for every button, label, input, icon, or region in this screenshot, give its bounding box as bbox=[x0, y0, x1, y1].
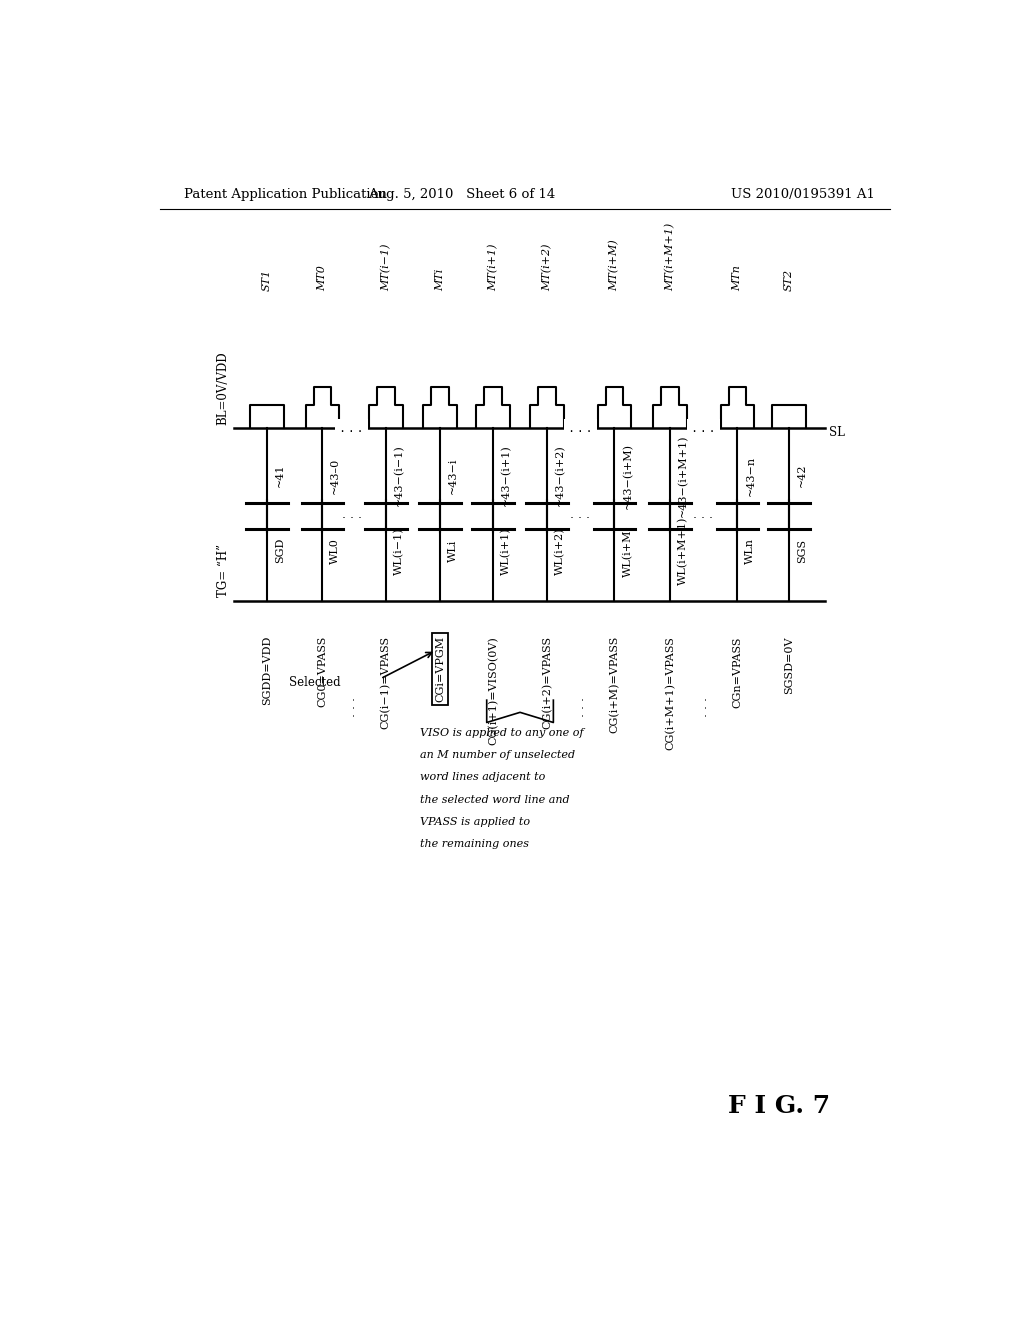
Text: F I G. 7: F I G. 7 bbox=[728, 1094, 829, 1118]
Text: ~43−(i+2): ~43−(i+2) bbox=[555, 445, 565, 507]
Text: WL(i−1): WL(i−1) bbox=[394, 527, 404, 574]
Text: MT(i+2): MT(i+2) bbox=[542, 243, 552, 290]
Text: the remaining ones: the remaining ones bbox=[420, 840, 529, 849]
Text: SGSD=0V: SGSD=0V bbox=[784, 636, 794, 693]
Text: MTi: MTi bbox=[435, 268, 444, 290]
Text: . . .: . . . bbox=[337, 421, 368, 434]
Text: MT(i+1): MT(i+1) bbox=[487, 243, 499, 290]
Text: CG(i+2)=VPASS: CG(i+2)=VPASS bbox=[542, 636, 552, 729]
Text: . . .: . . . bbox=[565, 421, 596, 434]
Text: the selected word line and: the selected word line and bbox=[420, 795, 569, 805]
Text: CG(i+1)=VISO(0V): CG(i+1)=VISO(0V) bbox=[487, 636, 499, 744]
Text: MT(i+M): MT(i+M) bbox=[609, 239, 620, 290]
Text: ST2: ST2 bbox=[784, 268, 794, 290]
Text: Selected: Selected bbox=[289, 676, 341, 689]
Text: SGS: SGS bbox=[797, 539, 807, 562]
Text: MTn: MTn bbox=[732, 264, 742, 290]
Text: ~42: ~42 bbox=[797, 463, 807, 487]
Text: . . .: . . . bbox=[342, 508, 361, 520]
Text: ~43–0: ~43–0 bbox=[331, 458, 340, 494]
Text: CG0=VPASS: CG0=VPASS bbox=[317, 636, 328, 708]
Text: ~43−i: ~43−i bbox=[447, 457, 458, 494]
Text: MT0: MT0 bbox=[317, 264, 328, 290]
Text: WL(i+M): WL(i+M) bbox=[623, 525, 633, 577]
Text: ~43−(i+M+1): ~43−(i+M+1) bbox=[678, 434, 688, 516]
Text: Patent Application Publication: Patent Application Publication bbox=[183, 189, 386, 202]
Text: WL(i+1): WL(i+1) bbox=[501, 527, 511, 574]
Text: US 2010/0195391 A1: US 2010/0195391 A1 bbox=[731, 189, 876, 202]
Text: SGDD=VDD: SGDD=VDD bbox=[262, 636, 272, 705]
Text: TG= “H”: TG= “H” bbox=[217, 544, 229, 598]
Text: . . .: . . . bbox=[573, 697, 587, 717]
Text: CGn=VPASS: CGn=VPASS bbox=[732, 636, 742, 708]
Text: . . .: . . . bbox=[570, 508, 591, 520]
Text: ~43−(i+M): ~43−(i+M) bbox=[623, 442, 633, 508]
Text: WL(i+M+1): WL(i+M+1) bbox=[678, 516, 688, 585]
Text: VPASS is applied to: VPASS is applied to bbox=[420, 817, 530, 828]
Text: MT(i+M+1): MT(i+M+1) bbox=[665, 222, 675, 290]
Text: MT(i−1): MT(i−1) bbox=[381, 243, 391, 290]
Text: ~43−(i+1): ~43−(i+1) bbox=[501, 445, 511, 507]
Text: WL0: WL0 bbox=[331, 537, 340, 564]
Text: WLn: WLn bbox=[745, 537, 756, 564]
Text: ST1: ST1 bbox=[262, 268, 272, 290]
Text: an M number of unselected: an M number of unselected bbox=[420, 750, 575, 760]
Text: WLi: WLi bbox=[447, 540, 458, 562]
Text: word lines adjacent to: word lines adjacent to bbox=[420, 772, 546, 783]
Text: . . .: . . . bbox=[697, 697, 710, 717]
Text: CGi=VPGM: CGi=VPGM bbox=[435, 636, 444, 702]
Text: ~41: ~41 bbox=[274, 463, 285, 487]
Text: BL=0V/VDD: BL=0V/VDD bbox=[217, 351, 229, 425]
Text: . . .: . . . bbox=[688, 421, 719, 434]
Text: CG(i+M+1)=VPASS: CG(i+M+1)=VPASS bbox=[665, 636, 675, 750]
Text: CG(i+M)=VPASS: CG(i+M)=VPASS bbox=[609, 636, 620, 734]
Text: . . .: . . . bbox=[693, 508, 714, 520]
Text: CG(i−1)=VPASS: CG(i−1)=VPASS bbox=[381, 636, 391, 729]
Text: SGD: SGD bbox=[274, 539, 285, 564]
Text: ~43−n: ~43−n bbox=[745, 455, 756, 495]
Text: VISO is applied to any one of: VISO is applied to any one of bbox=[420, 727, 584, 738]
Text: . . .: . . . bbox=[345, 697, 358, 717]
Text: SL: SL bbox=[828, 426, 845, 440]
Text: ~43−(i−1): ~43−(i−1) bbox=[394, 445, 404, 507]
Text: Aug. 5, 2010   Sheet 6 of 14: Aug. 5, 2010 Sheet 6 of 14 bbox=[368, 189, 555, 202]
Text: WL(i+2): WL(i+2) bbox=[555, 527, 565, 574]
